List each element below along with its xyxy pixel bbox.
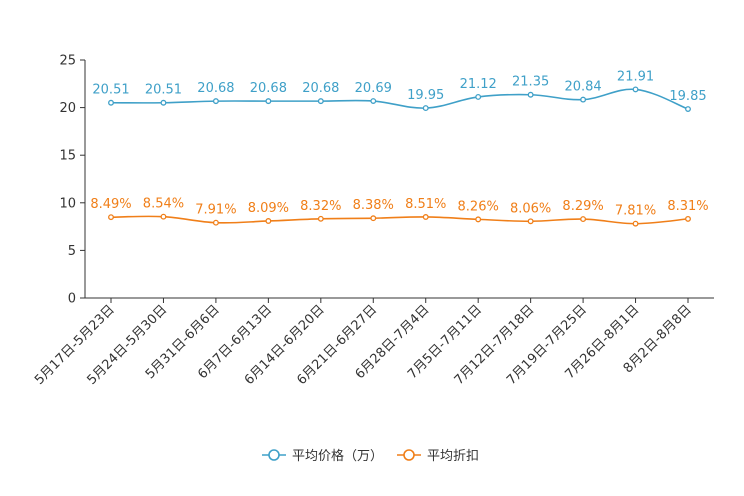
y-tick-label: 20 [59,101,76,116]
data-label: 19.85 [669,89,706,104]
legend-marker-icon [403,449,415,461]
data-point[interactable] [632,86,639,93]
data-label: 20.51 [145,83,182,98]
data-point[interactable] [580,96,587,103]
data-label: 20.68 [197,81,234,96]
data-label: 8.49% [90,197,131,212]
data-point[interactable] [527,91,534,98]
y-tick-label: 5 [68,244,76,259]
data-label: 8.32% [300,199,341,214]
data-point[interactable] [160,213,167,220]
data-label: 19.95 [407,88,444,103]
y-tick-label: 0 [68,292,76,307]
data-label: 8.54% [143,197,184,212]
data-point[interactable] [370,215,377,222]
data-point[interactable] [685,215,691,222]
legend[interactable]: 平均价格（万） 平均折扣 [262,448,479,464]
data-label: 8.38% [353,198,394,213]
series-line [110,215,689,225]
data-point[interactable] [632,220,639,227]
data-point[interactable] [580,216,587,223]
data-point[interactable] [685,106,691,112]
y-tick-label: 25 [59,54,76,69]
legend-label: 平均价格（万） [292,448,383,464]
series-line [110,88,689,110]
data-point[interactable] [265,98,272,105]
legend-item-avg-discount[interactable]: 平均折扣 [397,449,479,464]
data-point[interactable] [212,98,219,105]
data-label: 20.68 [302,81,339,96]
data-label: 21.91 [617,69,654,84]
data-label: 7.81% [615,204,656,219]
y-tick-label: 15 [59,149,76,164]
legend-item-avg-price[interactable]: 平均价格（万） [262,448,383,464]
data-point[interactable] [160,99,167,106]
data-point[interactable] [265,218,272,224]
data-point[interactable] [317,215,324,222]
data-point[interactable] [108,214,114,221]
data-label: 20.68 [250,81,287,96]
series-layer: 20.51 20.51 20.68 20.68 20.68 20.69 19.95 21.12… [90,69,709,227]
data-point[interactable] [422,214,429,220]
data-label: 7.91% [195,203,236,218]
data-label: 8.26% [458,199,499,214]
data-point[interactable] [475,93,482,100]
data-label: 8.51% [405,197,446,212]
data-label: 20.69 [355,81,392,96]
series-avg-discount: 8.49% 8.54% 7.91% 8.09% 8.32% 8.38% 8.51% 8.26%… [90,197,709,227]
data-label: 20.51 [92,83,129,98]
data-label: 21.12 [460,77,497,92]
data-point[interactable] [108,99,114,106]
data-label: 8.06% [510,201,551,216]
series-avg-price: 20.51 20.51 20.68 20.68 20.68 20.69 19.95 21.12… [92,69,707,112]
legend-marker-icon [268,449,280,461]
data-point[interactable] [422,105,429,112]
data-point[interactable] [527,218,534,225]
y-tick-label: 10 [59,196,76,211]
data-point[interactable] [475,216,482,223]
data-point[interactable] [370,98,377,104]
data-label: 21.35 [512,75,549,90]
data-label: 8.09% [248,201,289,216]
data-point[interactable] [317,98,324,105]
data-point[interactable] [212,219,219,226]
data-label: 8.31% [667,199,708,214]
data-label: 8.29% [562,199,603,214]
data-label: 20.84 [564,80,601,95]
legend-label: 平均折扣 [427,449,479,464]
